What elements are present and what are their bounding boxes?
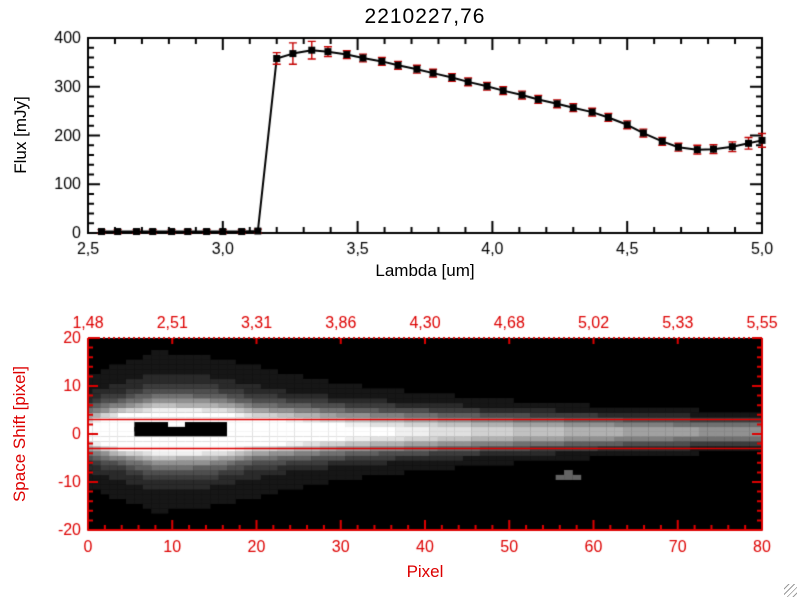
resize-grip-icon[interactable] [784, 584, 797, 597]
spectrum-x-axis-title: Lambda [um] [375, 261, 475, 280]
spectrum-y-axis-title: Flux [mJy] [11, 96, 30, 174]
trace-x-axis-title: Pixel [406, 562, 444, 581]
plot-title: 2210227,76 [364, 5, 486, 28]
trace-y-axis-title: Space Shift [pixel] [10, 365, 29, 503]
